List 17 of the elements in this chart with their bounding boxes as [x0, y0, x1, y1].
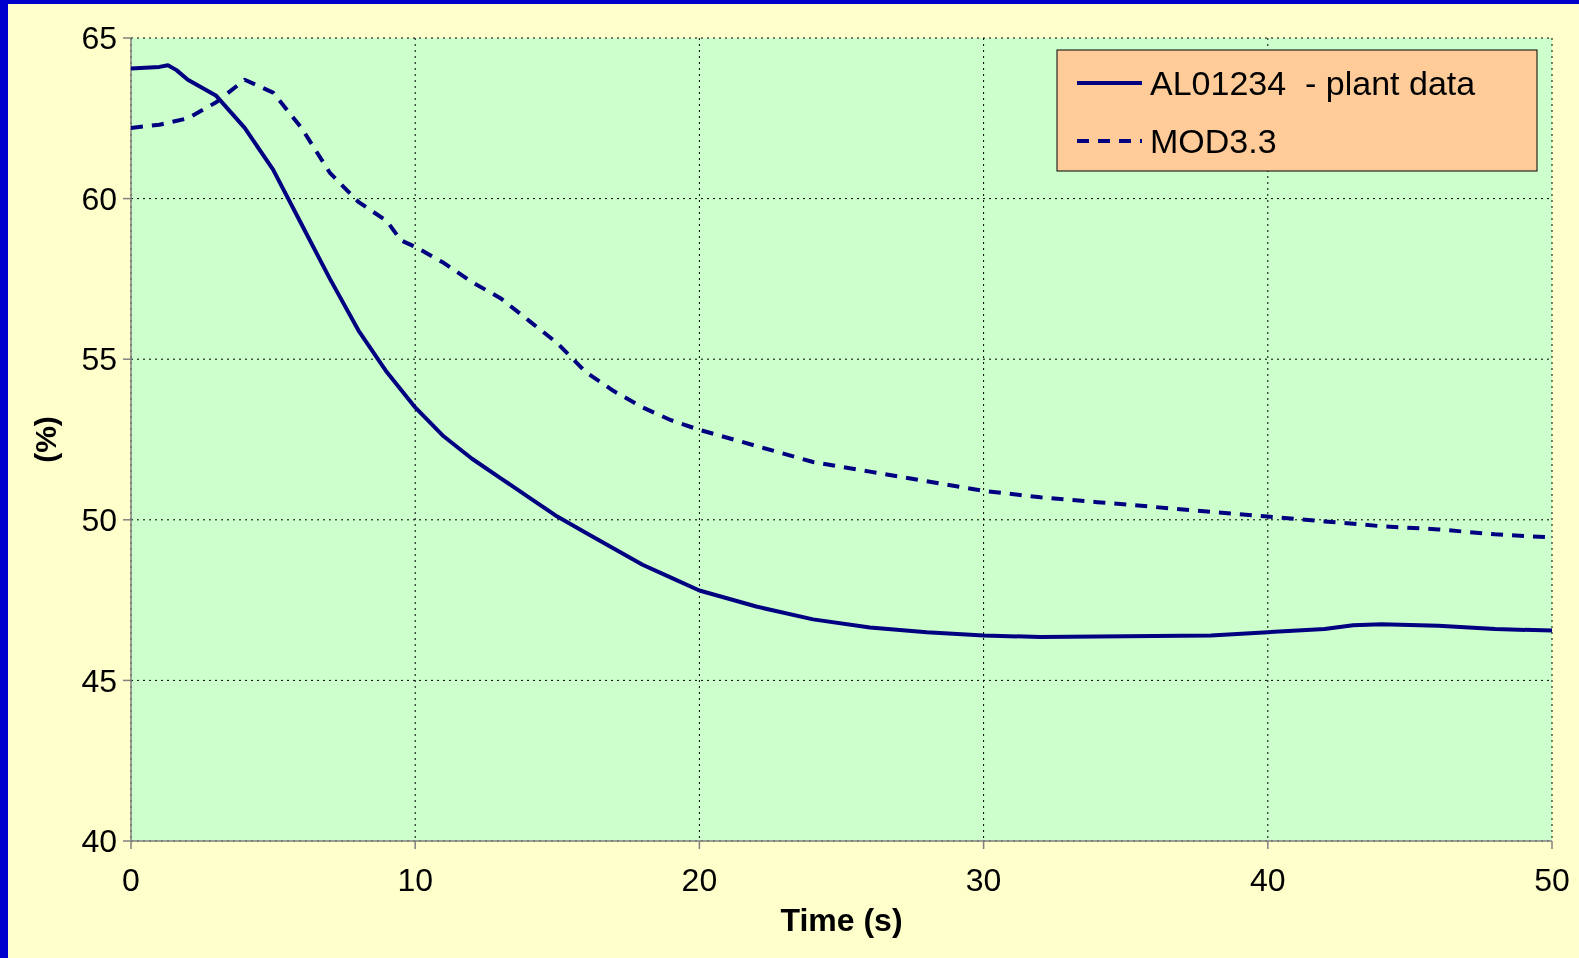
x-tick-label: 20: [681, 862, 718, 898]
y-axis-title: (%): [29, 416, 62, 463]
line-series: [129, 63, 1554, 640]
x-axis-title: Time (s): [780, 902, 903, 938]
x-tick-label: 50: [1534, 862, 1570, 898]
y-tick-label: 60: [81, 180, 117, 217]
y-tick-label: 55: [81, 341, 117, 378]
y-tick-label: 40: [81, 823, 117, 860]
y-tick-label: 65: [81, 20, 117, 57]
x-tick-label: 40: [1250, 862, 1286, 898]
legend-label: MOD3.3: [1150, 121, 1277, 160]
x-tick-label: 10: [397, 862, 433, 898]
y-tick-label: 50: [81, 502, 117, 538]
legend-label: AL01234 - plant data: [1150, 63, 1476, 102]
x-tick-label: 30: [965, 862, 1002, 898]
y-tick-label: 45: [81, 662, 117, 699]
x-tick-label: 0: [122, 862, 140, 898]
